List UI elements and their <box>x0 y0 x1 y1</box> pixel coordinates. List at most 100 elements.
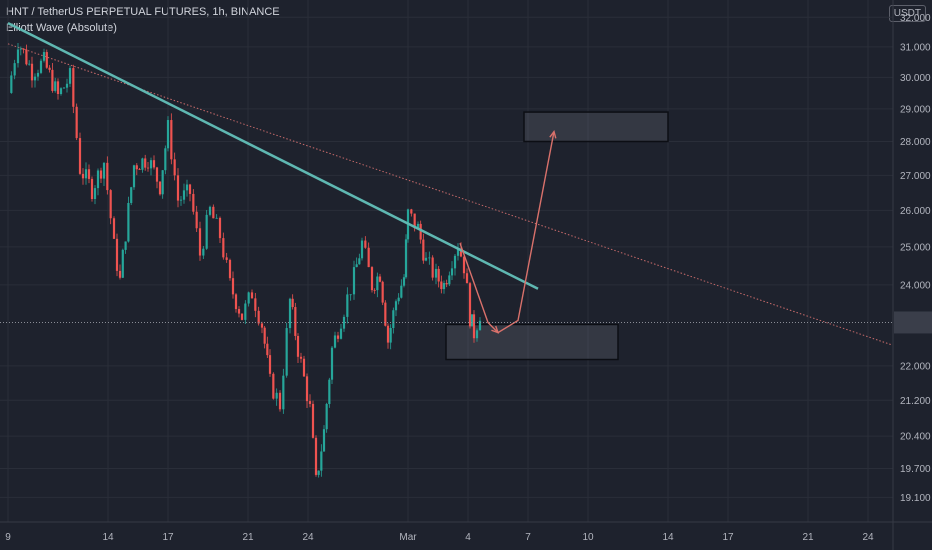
candle-body <box>437 268 440 282</box>
candle-body <box>19 48 22 50</box>
candle-body <box>25 49 28 65</box>
candle-body <box>386 325 390 343</box>
dotted-trendline[interactable] <box>7 43 893 346</box>
candle-body <box>192 193 195 212</box>
candle-body <box>339 328 343 339</box>
solid-trendline[interactable] <box>7 21 539 290</box>
time-tick-label: 17 <box>162 532 174 543</box>
candle-body <box>299 356 303 359</box>
candle-body <box>109 190 112 219</box>
projection-arrowhead <box>549 130 557 139</box>
candle-body <box>240 313 244 320</box>
candle-body <box>381 281 384 303</box>
candle-body <box>465 273 469 284</box>
candle-body <box>102 162 106 179</box>
candle-body <box>342 316 346 329</box>
candle-body <box>462 256 466 274</box>
time-tick-label: 21 <box>802 532 814 543</box>
price-tick-label: 28.000 <box>900 137 931 148</box>
candle-body <box>285 328 288 376</box>
candle-body <box>237 309 241 314</box>
candle-body <box>42 52 46 61</box>
candle-body <box>275 392 278 399</box>
candle-body <box>146 167 150 169</box>
candle-body <box>422 239 425 261</box>
candle-body <box>10 75 13 93</box>
candle-body <box>453 255 457 269</box>
candle-body <box>431 257 434 278</box>
price-tick-label: 31.000 <box>900 42 931 53</box>
candle-body <box>472 314 476 339</box>
time-tick-label: 14 <box>102 532 114 543</box>
candle-body <box>322 429 326 452</box>
candle-body <box>48 67 51 70</box>
time-tick-label: 21 <box>242 532 254 543</box>
candle-body <box>263 327 266 344</box>
candle-body <box>36 72 40 77</box>
candle-body <box>188 184 192 194</box>
price-tick-label: 29.000 <box>900 104 931 115</box>
candle-body <box>450 268 454 276</box>
candle-body <box>222 238 225 258</box>
candle-body <box>397 297 400 302</box>
price-tick-label: 25.000 <box>900 242 931 253</box>
candle-body <box>228 259 232 279</box>
candle-body <box>195 211 198 229</box>
projection-arrows[interactable] <box>459 130 557 334</box>
candle-body <box>311 403 315 438</box>
candle-body <box>384 302 387 326</box>
time-tick-label: 24 <box>862 532 874 543</box>
candle-body <box>278 392 282 410</box>
candle-body <box>328 379 331 404</box>
candle-body <box>308 401 312 404</box>
candle-body <box>90 178 94 200</box>
candle-body <box>166 120 170 149</box>
candle-body <box>250 292 254 299</box>
candle-body <box>376 276 379 291</box>
candle-body <box>268 355 272 374</box>
candle-body <box>65 83 69 88</box>
time-tick-label: 17 <box>722 532 734 543</box>
candle-body <box>93 188 97 200</box>
price-tick-label: 20.400 <box>900 432 931 443</box>
time-axis[interactable]: 9 14 17 21 24 Mar 4 7 10 14 17 21 24 <box>5 532 874 543</box>
candle-body <box>413 213 416 229</box>
candle-body <box>349 294 352 296</box>
candle-body <box>402 277 406 286</box>
currency-badge[interactable]: USDT <box>888 5 926 22</box>
candle-body <box>68 68 72 84</box>
candle-body <box>158 181 162 195</box>
candle-body <box>254 298 257 311</box>
candle-body <box>22 48 25 50</box>
candle-body <box>389 327 392 343</box>
candle-body <box>215 217 218 219</box>
candle-body <box>448 275 451 285</box>
candle-body <box>118 270 122 278</box>
dotted-trendline-line <box>7 43 893 346</box>
indicator-label[interactable]: Elliott Wave (Absolute) <box>6 22 117 34</box>
price-tick-label: 27.000 <box>900 171 931 182</box>
price-axis[interactable]: 32.000 31.000 30.000 29.000 28.000 27.000 26.0… <box>900 13 931 504</box>
candle-body <box>81 173 85 179</box>
time-tick-label: 24 <box>302 532 314 543</box>
price-tick-label: 26.000 <box>900 206 931 217</box>
candle-body <box>330 347 334 380</box>
candle-body <box>54 81 57 91</box>
candle-body <box>78 138 82 174</box>
time-tick-label: 4 <box>465 532 471 543</box>
candle-body <box>182 190 186 200</box>
candle-body <box>152 160 156 168</box>
candle-body <box>247 292 250 304</box>
candle-body <box>288 298 292 329</box>
candle-body <box>282 375 285 410</box>
price-tick-label: 30.000 <box>900 73 931 84</box>
candle-body <box>428 257 431 259</box>
candle-body <box>218 217 222 239</box>
candle-body <box>170 120 173 160</box>
price-tick-label: 24.000 <box>900 280 931 291</box>
candle-body <box>333 335 337 348</box>
candle-body <box>135 165 138 170</box>
candle-body <box>173 159 176 176</box>
candle-body <box>202 248 205 256</box>
